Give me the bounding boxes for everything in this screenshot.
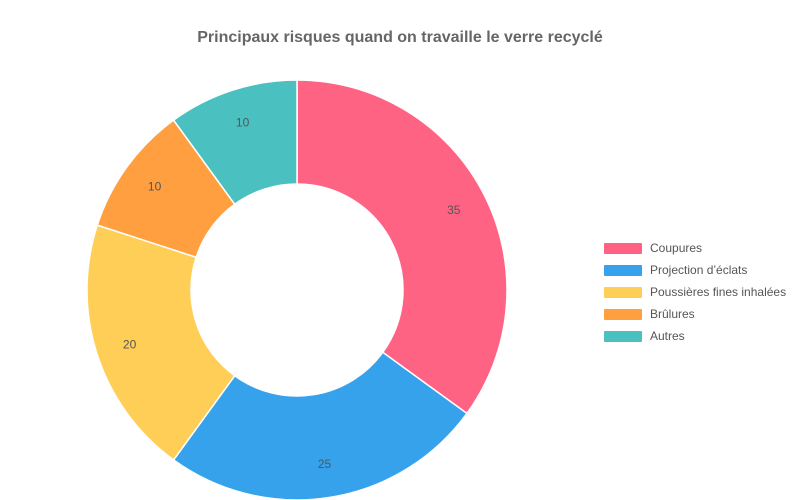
- legend-item-2[interactable]: Poussières fines inhalées: [604, 281, 786, 303]
- legend-swatch: [604, 330, 642, 342]
- legend-label: Coupures: [650, 241, 703, 255]
- legend-item-1[interactable]: Projection d’éclats: [604, 259, 786, 281]
- slice-value-label-4: 10: [236, 116, 250, 130]
- legend-item-4[interactable]: Autres: [604, 325, 786, 347]
- slice-1[interactable]: [172, 351, 468, 500]
- legend-item-0[interactable]: Coupures: [604, 237, 786, 259]
- legend-label: Autres: [650, 329, 685, 343]
- chart-title: Principaux risques quand on travaille le…: [197, 29, 603, 46]
- legend-swatch: [604, 308, 642, 320]
- slice-2[interactable]: [86, 224, 236, 461]
- legend-swatch: [604, 242, 642, 254]
- legend-item-3[interactable]: Brûlures: [604, 303, 786, 325]
- slice-value-label-1: 25: [318, 457, 332, 471]
- slice-value-label-0: 35: [447, 203, 461, 217]
- legend-label: Projection d’éclats: [650, 263, 748, 277]
- legend-swatch: [604, 286, 642, 298]
- legend-swatch: [604, 264, 642, 276]
- legend: Coupures Projection d’éclats Poussières fi…: [604, 237, 786, 347]
- slice-4[interactable]: [172, 79, 298, 206]
- slice-value-label-3: 10: [148, 180, 162, 194]
- legend-label: Poussières fines inhalées: [650, 285, 787, 299]
- slice-0[interactable]: [296, 79, 508, 415]
- slice-value-label-2: 20: [123, 337, 137, 351]
- legend-label: Brûlures: [650, 307, 695, 321]
